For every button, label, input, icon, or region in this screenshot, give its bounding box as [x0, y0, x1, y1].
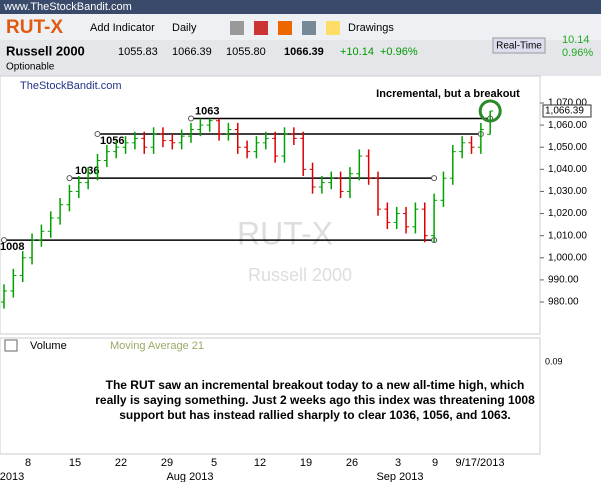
- last: 1066.39: [284, 46, 324, 58]
- volume-title: Volume: [30, 340, 67, 352]
- chart-icon[interactable]: [254, 21, 268, 35]
- symbol[interactable]: RUT-X: [6, 17, 63, 38]
- alarm-icon[interactable]: [278, 21, 292, 35]
- change-pct: +0.96%: [380, 46, 418, 58]
- x-tick-label: 3: [395, 457, 401, 469]
- y-tick-label: 1,040.00: [548, 164, 587, 175]
- site: www.TheStockBandit.com: [3, 1, 132, 13]
- open: 1055.83: [118, 46, 158, 58]
- last-price: 1,066.39: [545, 106, 584, 117]
- x-tick-label: 5: [211, 457, 217, 469]
- y-tick-label: 1,000.00: [548, 252, 587, 263]
- last-price-box: [542, 104, 592, 118]
- level-end: [188, 115, 194, 122]
- add-indicator[interactable]: Add Indicator: [90, 22, 155, 34]
- level-end: [66, 175, 73, 182]
- source-label: TheStockBandit.com: [20, 80, 122, 92]
- close-button[interactable]: [4, 339, 18, 352]
- indicator: Moving Average 21: [110, 340, 204, 352]
- level-label: 1008: [0, 241, 24, 253]
- level-label: 1063: [195, 105, 219, 117]
- level-end: [431, 175, 438, 182]
- x-tick-label: 19: [300, 457, 312, 469]
- month-label: Aug 2013: [166, 471, 213, 482]
- notes-icon[interactable]: [326, 21, 340, 35]
- volume-panel: [0, 337, 541, 455]
- y-tick-label: 1,030.00: [548, 186, 587, 197]
- month-label: Sep 2013: [376, 471, 423, 482]
- title-bar: [0, 0, 601, 14]
- period[interactable]: Daily: [172, 22, 197, 34]
- tool-icon[interactable]: [230, 21, 244, 35]
- x-tick-label: 9: [432, 457, 438, 469]
- x-tick-label: 26: [346, 457, 358, 469]
- y-tick-label: 1,020.00: [548, 208, 587, 219]
- table-icon[interactable]: [302, 21, 316, 35]
- name: Russell 2000: [6, 43, 85, 58]
- annotation: Incremental, but a breakout: [376, 88, 520, 100]
- y-tick-label: 1,010.00: [548, 230, 587, 241]
- low: 1055.80: [226, 46, 266, 58]
- y-tick-label: 1,060.00: [548, 120, 587, 131]
- x-tick-label: 22: [115, 457, 127, 469]
- level-label: 1056: [100, 135, 124, 147]
- x-tick-label: 8: [25, 457, 31, 469]
- breakout-circle: [478, 99, 502, 123]
- rt-change: 10.14: [562, 34, 590, 46]
- level-label: 1036: [75, 165, 99, 177]
- drawings[interactable]: Drawings: [348, 22, 394, 34]
- x-tick-label: 12: [254, 457, 266, 469]
- watermark: RUT-X: [237, 215, 333, 251]
- month-label: 2013: [0, 471, 24, 482]
- y-tick-label: 1,070.00: [548, 98, 587, 109]
- level-end: [1, 237, 7, 244]
- watermark-sub: Russell 2000: [248, 265, 352, 285]
- realtime-button[interactable]: [492, 37, 546, 54]
- price-panel: [0, 75, 541, 335]
- x-tick-label: 29: [161, 457, 173, 469]
- level-end: [94, 130, 101, 137]
- note: The RUT saw an incremental breakout toda…: [95, 378, 535, 422]
- realtime[interactable]: Real-Time: [496, 41, 542, 52]
- change: +10.14: [340, 46, 374, 58]
- y-tick-label: 990.00: [548, 275, 579, 286]
- x-tick-label: 9/17/2013: [456, 457, 505, 469]
- rt-pct: 0.96%: [562, 47, 593, 59]
- high: 1066.39: [172, 46, 212, 58]
- optionable: Optionable: [6, 62, 55, 73]
- toolbar: [0, 14, 601, 40]
- y-tick-label: 1,050.00: [548, 142, 587, 153]
- volume-tick: 0.09: [545, 356, 563, 366]
- y-tick-label: 980.00: [548, 297, 579, 308]
- x-tick-label: 15: [69, 457, 81, 469]
